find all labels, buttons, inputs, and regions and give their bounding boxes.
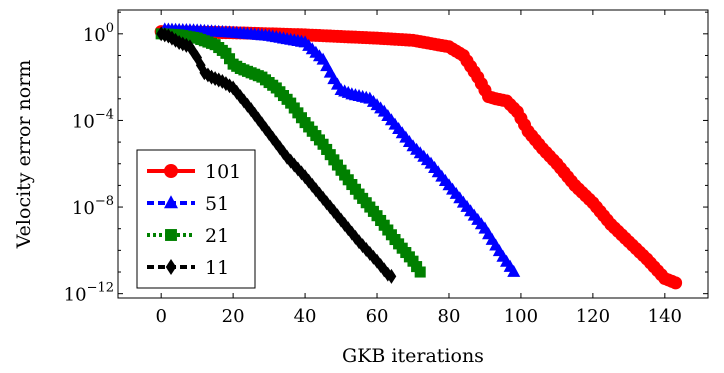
legend-label: 11 [205, 257, 229, 279]
data-point [669, 276, 683, 290]
x-tick-label: 120 [576, 306, 610, 327]
x-tick-label: 80 [438, 306, 461, 327]
data-point [246, 102, 256, 118]
legend-marker [164, 164, 178, 178]
legend-label: 101 [205, 161, 241, 183]
data-point [386, 268, 397, 284]
data-point [167, 30, 177, 46]
data-point [382, 266, 393, 282]
x-tick-label: 100 [504, 306, 538, 327]
data-point [170, 32, 181, 48]
legend-label: 51 [205, 193, 229, 215]
data-point [372, 253, 382, 269]
data-point [414, 266, 426, 278]
y-axis-title: Velocity error norm [13, 60, 35, 250]
x-tick-label: 140 [648, 306, 682, 327]
legend-marker [165, 258, 177, 276]
series-21 [155, 28, 426, 278]
y-tick-label: 100 [83, 21, 114, 46]
x-axis-title: GKB iterations [342, 345, 484, 367]
data-point [217, 73, 228, 89]
plot-frame [117, 9, 709, 299]
axes-layer: 0 20 40 60 80 100 120 140 100 10−4 10−8 10−12 [64, 9, 709, 327]
x-tick-label: 40 [294, 306, 317, 327]
legend: 101 51 21 11 [136, 149, 256, 289]
legend-item: 101 [147, 161, 241, 183]
y-tick-label: 10−4 [72, 107, 114, 132]
legend-label: 21 [205, 225, 229, 247]
data-point [253, 111, 264, 127]
legend-item: 11 [147, 257, 229, 279]
data-point [368, 249, 379, 265]
x-tick-label: 60 [366, 306, 389, 327]
x-tick-label: 0 [155, 306, 166, 327]
y-tick-label: 10−12 [64, 281, 114, 306]
data-point [507, 264, 521, 277]
y-tick-label: 10−8 [72, 194, 114, 219]
data-point [188, 44, 199, 60]
data-point [379, 262, 390, 278]
legend-marker [165, 229, 177, 241]
series-11 [156, 26, 397, 284]
legend-marker [164, 195, 178, 209]
legend-item: 21 [147, 225, 229, 247]
legend-item: 51 [147, 193, 229, 215]
data-point [364, 245, 375, 261]
series-layer [154, 22, 683, 290]
data-point [224, 78, 235, 94]
x-tick-label: 20 [222, 306, 245, 327]
